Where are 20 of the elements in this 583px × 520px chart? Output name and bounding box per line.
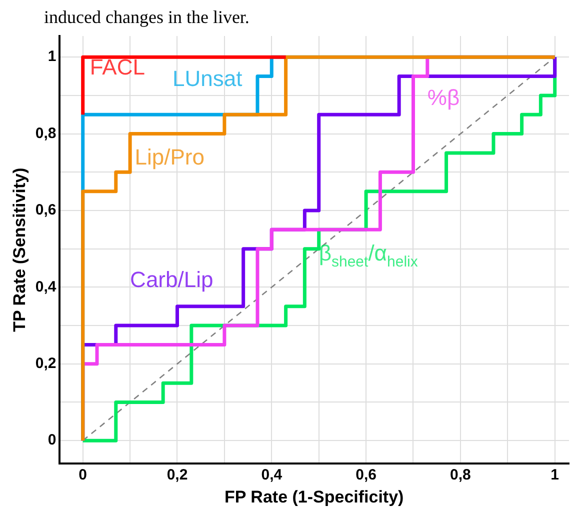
x-tick-label: 0,2	[166, 466, 188, 484]
y-tick-label: 0	[48, 432, 56, 449]
series-label: Carb/Lip	[130, 267, 214, 292]
x-tick-label: 0,8	[450, 466, 471, 484]
series-label: FACL	[90, 54, 145, 80]
x-tick-label: 1	[550, 466, 560, 484]
x-axis-title: FP Rate (1-Specificity)	[224, 487, 404, 506]
y-tick-label: 0,2	[35, 355, 56, 372]
y-tick-label: 0,8	[35, 124, 56, 142]
x-tick-label: 0,4	[261, 466, 283, 484]
x-tick-label: 0	[78, 466, 88, 484]
text: induced changes in the liver.	[43, 7, 250, 27]
y-axis-title: TP Rate (Sensitivity)	[10, 168, 29, 332]
y-tick-label: 1	[48, 48, 56, 66]
y-tick-label: 0,6	[35, 202, 56, 219]
y-tick-label: 0,4	[35, 278, 57, 296]
x-tick-label: 0,6	[356, 466, 376, 484]
series-label: Lip/Pro	[134, 144, 204, 170]
series-label: %β	[427, 85, 460, 110]
series-label: LUnsat	[172, 66, 242, 91]
